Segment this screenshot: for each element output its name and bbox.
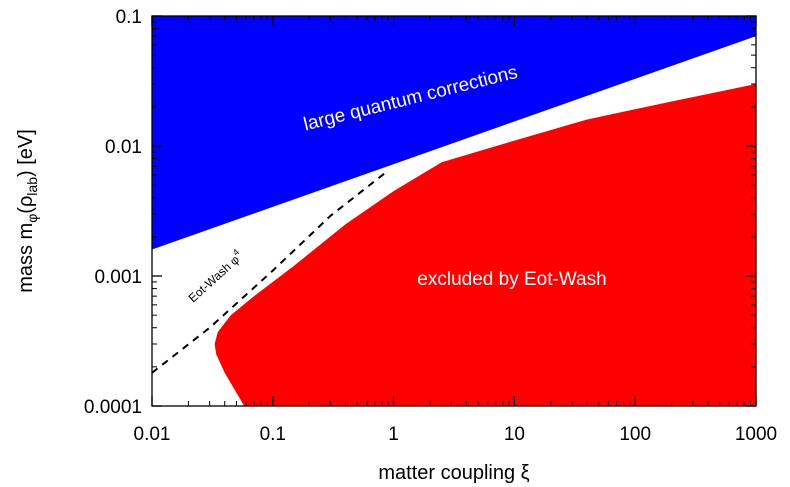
x-tick-label: 10 — [504, 424, 525, 445]
x-axis-tick-labels: 0.01 0.1 1 10 100 1000 — [134, 424, 778, 445]
y-axis-tick-labels: 0.0001 0.001 0.01 0.1 — [84, 7, 142, 418]
large-quantum-corrections-region — [152, 16, 756, 250]
x-axis-ticks — [151, 16, 757, 406]
eot-wash-phi4-line — [152, 172, 386, 374]
y-tick-label: 0.01 — [105, 137, 142, 158]
y-axis-label: mass mφ(ρlab) [eV] — [15, 129, 40, 293]
eot-wash-excluded-region — [214, 83, 756, 406]
x-tick-label: 0.01 — [134, 424, 171, 445]
x-axis-label: matter coupling ξ — [378, 462, 529, 484]
x-tick-label: 100 — [619, 424, 651, 445]
y-tick-label: 0.001 — [94, 267, 142, 288]
x-tick-label: 1000 — [735, 424, 777, 445]
y-axis-ticks — [152, 15, 756, 407]
y-tick-label: 0.1 — [116, 7, 142, 28]
plot-frame — [151, 15, 757, 407]
excluded-by-eot-wash-label: excluded by Eot-Wash — [417, 269, 606, 290]
x-tick-label: 0.1 — [260, 424, 286, 445]
x-tick-label: 1 — [388, 424, 399, 445]
y-tick-label: 0.0001 — [84, 397, 142, 418]
